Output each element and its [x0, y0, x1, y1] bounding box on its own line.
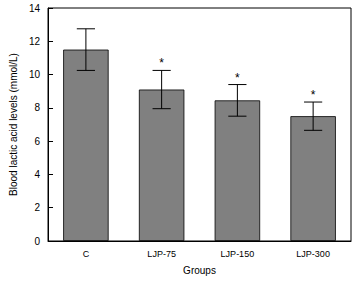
svg-text:LJP-75: LJP-75	[147, 249, 176, 259]
svg-text:Blood lactic acid levels (mmol: Blood lactic acid levels (mmol/L)	[8, 53, 19, 196]
svg-text:0: 0	[34, 236, 40, 247]
svg-text:Groups: Groups	[183, 265, 216, 276]
svg-text:6: 6	[34, 136, 40, 147]
svg-text:LJP-300: LJP-300	[296, 249, 330, 259]
svg-text:*: *	[311, 88, 316, 102]
svg-text:*: *	[159, 56, 164, 70]
svg-text:LJP-150: LJP-150	[221, 249, 255, 259]
svg-text:*: *	[235, 71, 240, 85]
svg-text:12: 12	[29, 36, 41, 47]
svg-text:2: 2	[34, 202, 40, 213]
svg-text:8: 8	[34, 102, 40, 113]
svg-text:14: 14	[29, 3, 41, 14]
svg-text:C: C	[83, 249, 90, 259]
svg-text:4: 4	[34, 169, 40, 180]
svg-text:10: 10	[29, 69, 41, 80]
